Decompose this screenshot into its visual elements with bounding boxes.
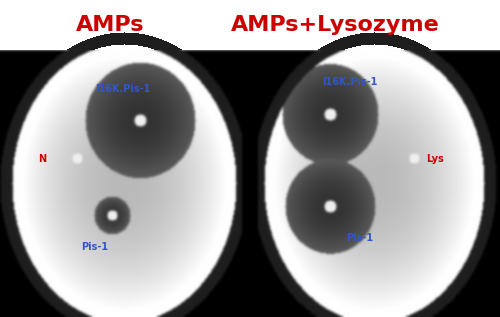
Text: I16K.Pis-1: I16K.Pis-1 — [95, 84, 150, 94]
Text: Lys: Lys — [426, 153, 444, 164]
Text: Pis-1: Pis-1 — [346, 233, 374, 243]
Text: N: N — [38, 153, 46, 164]
Text: AMPs+Lysozyme: AMPs+Lysozyme — [230, 15, 440, 36]
Text: Pis-1: Pis-1 — [82, 242, 108, 252]
Text: I16K.Pis-1: I16K.Pis-1 — [322, 77, 378, 87]
Text: AMPs: AMPs — [76, 15, 144, 36]
